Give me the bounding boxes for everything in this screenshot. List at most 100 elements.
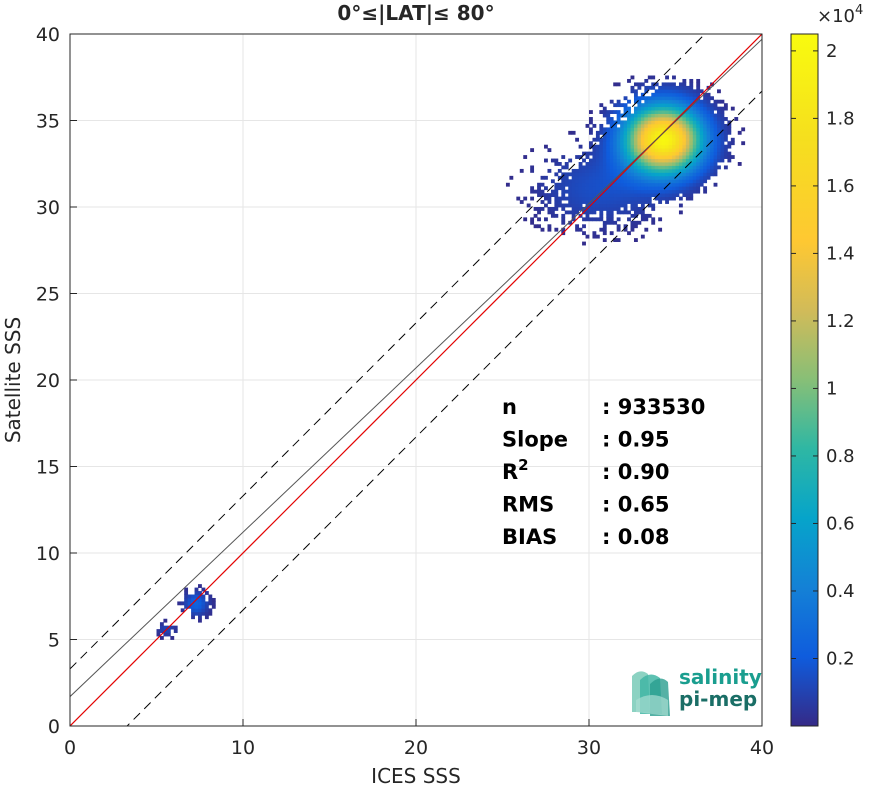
density-cell xyxy=(557,168,562,173)
density-cell xyxy=(633,186,638,191)
density-cell xyxy=(620,165,624,170)
density-cell xyxy=(720,123,725,128)
density-cell xyxy=(208,611,213,616)
density-cell xyxy=(623,141,628,146)
density-cell xyxy=(633,141,638,146)
density-cell xyxy=(609,155,614,159)
density-cell xyxy=(544,193,548,198)
density-cell xyxy=(696,106,701,111)
density-cell xyxy=(637,207,642,211)
density-cell xyxy=(703,168,708,173)
density-cell xyxy=(713,162,718,166)
density-cell xyxy=(623,203,628,208)
density-cell xyxy=(633,220,638,225)
density-cell xyxy=(571,200,576,204)
density-cell xyxy=(184,604,189,609)
density-cell xyxy=(678,141,683,146)
density-cell xyxy=(703,186,708,191)
density-cell xyxy=(599,168,604,173)
density-cell xyxy=(627,123,631,128)
density-cell xyxy=(696,123,701,128)
density-cell xyxy=(582,217,586,222)
density-cell xyxy=(571,172,576,177)
density-cell xyxy=(606,172,611,177)
density-cell xyxy=(682,172,687,177)
density-cell xyxy=(685,151,690,156)
density-cell xyxy=(668,89,673,94)
density-cell xyxy=(204,611,209,616)
density-cell xyxy=(661,137,666,142)
density-cell xyxy=(651,130,656,135)
density-cell xyxy=(651,162,656,166)
density-cell xyxy=(658,162,663,166)
density-cell xyxy=(609,134,614,139)
density-cell xyxy=(620,179,624,184)
density-cell xyxy=(637,82,642,87)
density-cell xyxy=(627,144,631,149)
density-cell xyxy=(668,110,673,114)
density-cell xyxy=(578,179,583,184)
density-cell xyxy=(530,165,535,170)
density-cell xyxy=(194,611,199,616)
density-cell xyxy=(609,220,614,225)
density-cell xyxy=(547,210,552,215)
density-cell xyxy=(692,165,697,170)
density-cell xyxy=(682,148,687,153)
density-cell xyxy=(658,92,663,97)
density-cell xyxy=(651,137,656,142)
density-cell xyxy=(568,158,573,163)
density-cell xyxy=(637,182,642,187)
density-cell xyxy=(582,231,586,236)
density-cell xyxy=(668,130,673,135)
density-cell xyxy=(675,189,680,194)
density-cell xyxy=(689,117,694,121)
density-cell xyxy=(678,151,683,156)
density-cell xyxy=(204,591,209,595)
density-cell xyxy=(627,137,631,142)
density-cell xyxy=(602,113,607,118)
density-cell xyxy=(568,203,573,208)
density-cell xyxy=(654,179,659,184)
density-cell xyxy=(720,148,725,153)
density-cell xyxy=(699,120,704,125)
density-cell xyxy=(637,200,642,204)
x-tick-label: 10 xyxy=(231,737,255,759)
density-cell xyxy=(706,130,711,135)
density-cell xyxy=(706,120,711,125)
density-cell xyxy=(599,151,604,156)
density-cell xyxy=(692,113,697,118)
density-cell xyxy=(606,217,611,222)
density-cell xyxy=(627,186,631,191)
density-cell xyxy=(575,196,580,201)
density-cell xyxy=(678,127,683,132)
density-cell xyxy=(554,207,559,211)
density-cell xyxy=(706,165,711,170)
density-cell xyxy=(633,224,638,229)
density-cell xyxy=(616,155,621,159)
density-cell xyxy=(717,130,721,135)
density-cell xyxy=(554,200,559,204)
density-cell xyxy=(606,113,611,118)
density-cell xyxy=(654,117,659,121)
density-cell xyxy=(647,189,652,194)
density-cell xyxy=(198,601,202,606)
density-cell xyxy=(672,196,676,201)
density-cell xyxy=(682,99,687,104)
density-cell xyxy=(599,207,604,211)
density-cell xyxy=(665,151,669,156)
density-cell xyxy=(675,155,680,159)
density-cell xyxy=(682,179,687,184)
density-cell xyxy=(602,137,607,142)
density-cell xyxy=(710,123,714,128)
density-cell xyxy=(665,155,669,159)
density-cell xyxy=(630,186,635,191)
density-cell xyxy=(578,168,583,173)
density-cell xyxy=(720,158,725,163)
density-cell xyxy=(606,141,611,146)
density-cell xyxy=(609,217,614,222)
density-cell xyxy=(640,182,645,187)
density-cell xyxy=(710,148,714,153)
density-cell xyxy=(630,151,635,156)
density-cell xyxy=(651,92,656,97)
